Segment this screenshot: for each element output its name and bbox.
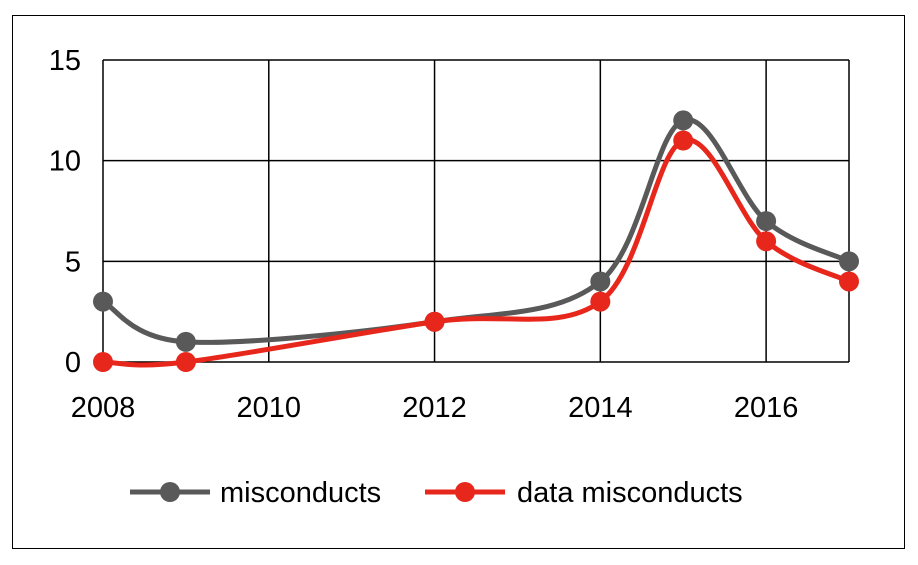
chart-frame [12,15,905,549]
x-tick-label: 2012 [402,392,467,424]
data-point [175,352,196,372]
series-lines [93,110,859,372]
data-point [756,231,777,252]
data-point [424,311,445,332]
legend-marker-1 [455,482,475,502]
series-line-0 [101,117,851,345]
data-point [673,110,694,131]
data-point [839,271,859,292]
legend-label: misconducts [220,477,381,509]
y-tick-label: 5 [65,246,81,278]
data-point [590,271,611,292]
legend: misconducts data misconducts [130,477,743,509]
legend-marker-0 [160,482,180,502]
data-point [175,331,196,352]
tick-labels: 0 5 10 15 2008 2010 2012 2014 2016 [49,45,799,424]
y-tick-label: 10 [49,146,81,178]
data-point [590,291,611,312]
x-tick-label: 2008 [71,392,136,424]
data-point [93,291,113,312]
series-line-1 [102,137,851,368]
y-tick-label: 15 [49,45,81,77]
data-point [756,211,777,232]
data-point [839,251,859,272]
legend-label: data misconducts [517,477,743,509]
data-point [673,130,694,151]
data-point [93,352,113,372]
y-tick-label: 0 [65,347,81,379]
x-tick-label: 2014 [568,392,633,424]
x-tick-label: 2016 [734,392,799,424]
x-tick-label: 2010 [237,392,302,424]
